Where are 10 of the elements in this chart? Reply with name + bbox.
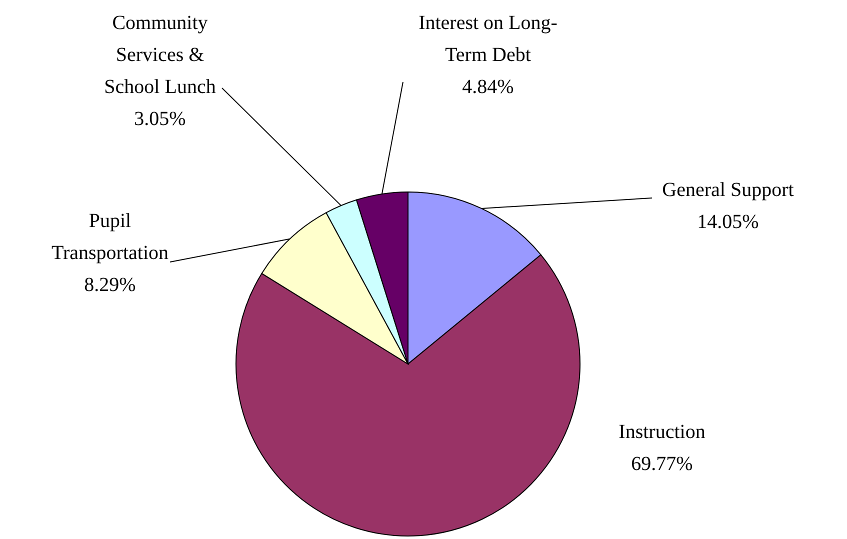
slice-label: Community Services & School Lunch — [104, 12, 216, 98]
data-label: 69.77% — [631, 453, 693, 475]
data-label: 8.29% — [84, 274, 136, 296]
data-label: 14.05% — [697, 211, 759, 233]
data-label: 4.84% — [462, 76, 514, 98]
slice-label: Instruction — [618, 421, 706, 443]
slice-label: Interest on Long-Term Debt — [418, 12, 558, 66]
slice-label: Pupil Transportation — [51, 210, 169, 264]
slice-label: General Support — [662, 179, 794, 201]
data-label: 3.05% — [134, 108, 186, 130]
